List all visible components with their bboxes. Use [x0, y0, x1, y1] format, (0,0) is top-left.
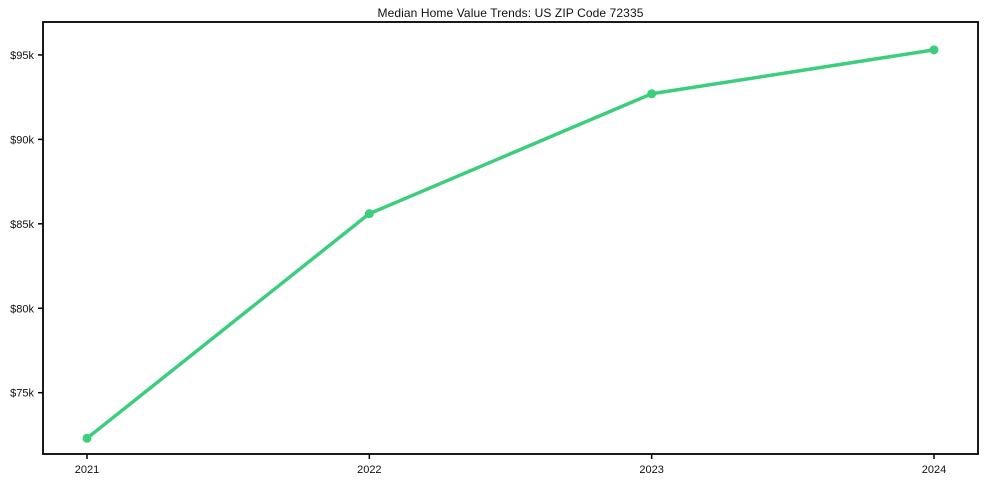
chart-title: Median Home Value Trends: US ZIP Code 72… — [377, 6, 644, 20]
y-tick-label: $85k — [10, 219, 34, 231]
plot-spines — [42, 21, 979, 455]
data-point-2024 — [929, 45, 939, 55]
x-tick-label: 2023 — [639, 464, 663, 476]
y-tick-label: $90k — [10, 134, 34, 146]
y-tick-label: $80k — [10, 303, 34, 315]
trend-line — [85, 48, 936, 441]
x-tick-label: 2021 — [75, 464, 99, 476]
y-tick-label: $95k — [10, 50, 34, 62]
data-point-2022 — [364, 209, 374, 219]
y-tick-label: $75k — [10, 388, 34, 400]
data-point-2021 — [82, 433, 92, 443]
data-point-2023 — [647, 89, 657, 99]
x-tick-label: 2024 — [922, 464, 946, 476]
x-tick-label: 2022 — [357, 464, 381, 476]
